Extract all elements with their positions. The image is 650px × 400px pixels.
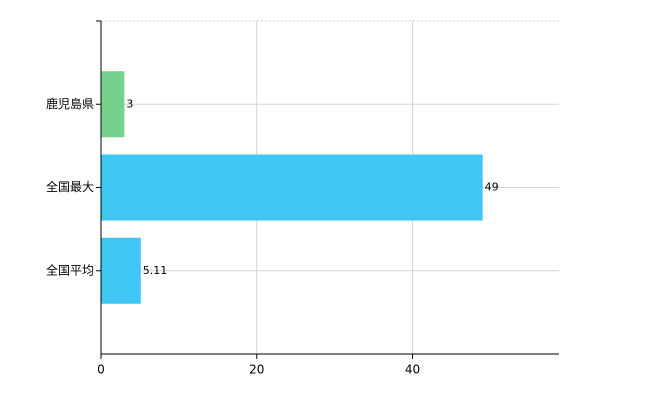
value-label: 5.11 [143, 264, 168, 277]
x-tick-label: 20 [249, 363, 264, 377]
y-tick-label: 全国最大 [46, 179, 94, 194]
bar [101, 237, 141, 304]
y-tick-label: 鹿児島県 [46, 96, 94, 111]
x-tick-label: 0 [97, 363, 105, 377]
y-tick-label: 全国平均 [46, 262, 94, 277]
x-tick-label: 40 [405, 363, 420, 377]
value-label: 49 [485, 181, 499, 194]
value-label: 3 [126, 97, 133, 110]
bar [101, 71, 125, 138]
bar [101, 154, 483, 221]
